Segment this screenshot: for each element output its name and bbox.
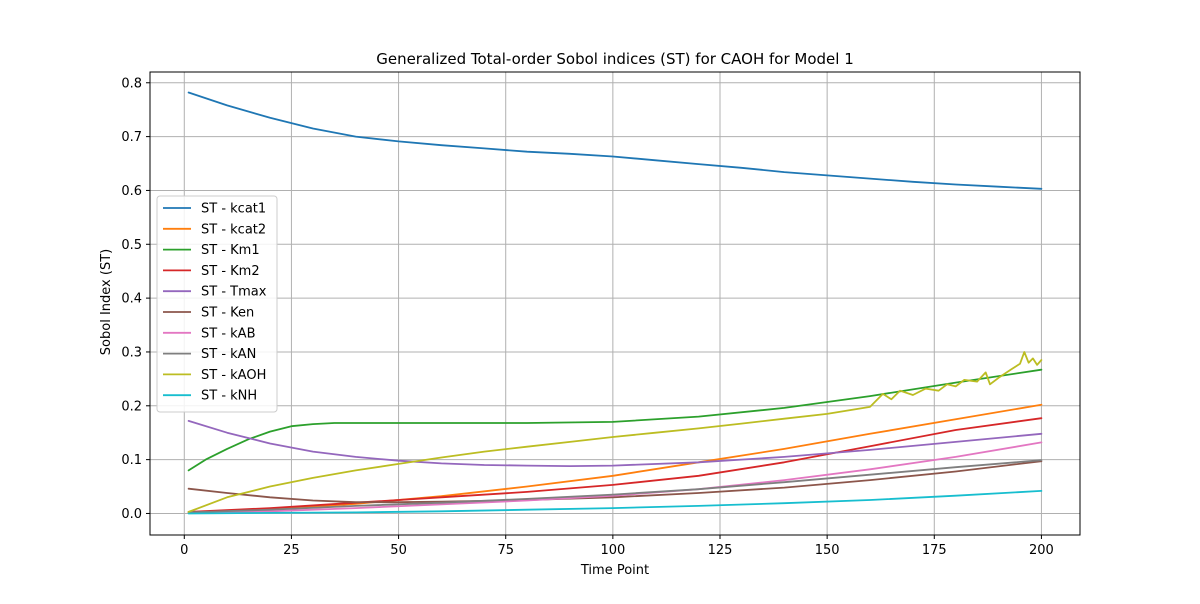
x-tick-label: 25 — [283, 543, 300, 558]
series-line-kab — [187, 441, 1043, 514]
legend-label-kan: ST - kAN — [201, 347, 256, 362]
y-tick-label: 0.1 — [121, 453, 142, 468]
legend-label-km2: ST - Km2 — [201, 264, 260, 279]
legend-label-kab: ST - kAB — [201, 326, 256, 341]
y-tick-label: 0.7 — [121, 130, 142, 145]
grid — [150, 72, 1080, 535]
legend-label-knh: ST - kNH — [201, 389, 257, 404]
axis-ticks: 0 25 50 75 100 125 150 175 200 0.0 0.1 0.2 0.3 0.4 0.5… — [121, 76, 1054, 558]
series-line-kaoh — [187, 351, 1043, 513]
x-tick-label: 100 — [600, 543, 625, 558]
series-line-km1 — [187, 368, 1043, 472]
series-line-knh — [187, 489, 1043, 515]
legend-label-tmax: ST - Tmax — [201, 285, 267, 300]
y-tick-label: 0.0 — [121, 507, 142, 522]
y-tick-label: 0.3 — [121, 345, 142, 360]
x-tick-label: 150 — [815, 543, 840, 558]
legend-label-kcat2: ST - kcat2 — [201, 222, 266, 237]
legend-label-kcat1: ST - kcat1 — [201, 202, 266, 217]
x-tick-label: 125 — [708, 543, 733, 558]
legend: ST - kcat1 ST - kcat2 ST - Km1 ST - Km2 ST -… — [156, 195, 278, 413]
y-tick-label: 0.2 — [121, 399, 142, 414]
legend-label-kaoh: ST - kAOH — [201, 368, 266, 383]
x-tick-label: 0 — [180, 543, 188, 558]
series-line-kcat1 — [187, 91, 1043, 190]
y-tick-label: 0.5 — [121, 238, 142, 253]
series-line-km2 — [187, 417, 1043, 513]
x-tick-label: 200 — [1029, 543, 1054, 558]
x-tick-label: 175 — [922, 543, 947, 558]
y-tick-label: 0.4 — [121, 292, 142, 307]
series-line-kcat2 — [187, 403, 1043, 514]
plot-frame — [149, 71, 1081, 536]
x-tick-label: 50 — [390, 543, 407, 558]
y-axis-label: Sobol Index (ST) — [99, 249, 114, 355]
x-tick-label: 75 — [497, 543, 514, 558]
chart-title: Generalized Total-order Sobol indices (S… — [376, 50, 854, 68]
y-tick-label: 0.8 — [121, 76, 142, 91]
y-tick-label: 0.6 — [121, 184, 142, 199]
legend-label-km1: ST - Km1 — [201, 243, 260, 258]
series-lines — [187, 91, 1043, 515]
legend-label-ken: ST - Ken — [201, 306, 254, 321]
series-line-tmax — [187, 419, 1043, 468]
series-line-kan — [187, 459, 1043, 514]
x-axis-label: Time Point — [580, 563, 649, 578]
